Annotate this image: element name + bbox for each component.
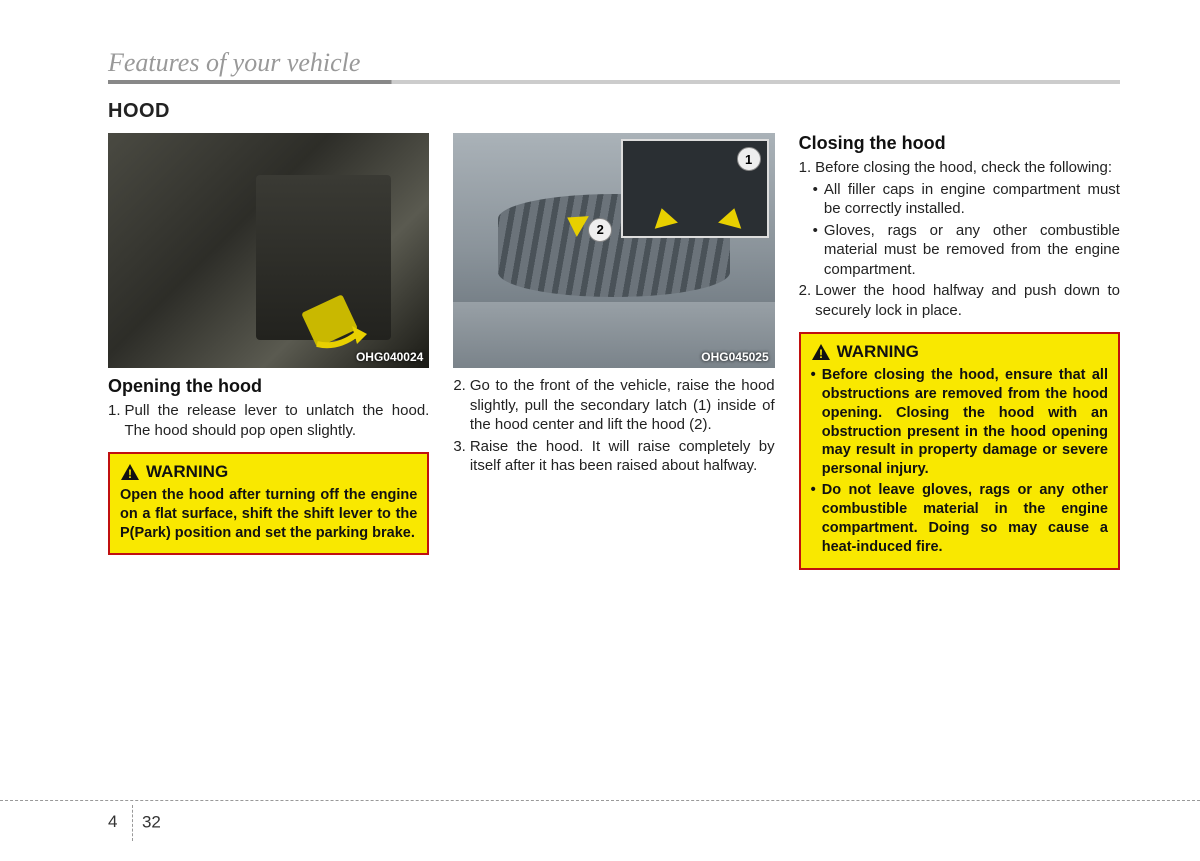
warning-body: • Before closing the hood, ensure that a… bbox=[811, 366, 1108, 556]
column-2: 2 1 OHG045025 2. Go to the front of the … bbox=[453, 133, 774, 570]
subheading-closing: Closing the hood bbox=[799, 133, 1120, 154]
bullet-text: Do not leave gloves, rags or any other c… bbox=[822, 481, 1108, 556]
warning-title-row: ! WARNING bbox=[811, 342, 1108, 362]
chapter-header: Features of your vehicle bbox=[108, 48, 1120, 78]
warning-title-row: ! WARNING bbox=[120, 462, 417, 482]
section-title: HOOD bbox=[108, 100, 1120, 123]
bullet: • bbox=[811, 366, 816, 479]
bullet: • bbox=[813, 180, 818, 219]
column-1: OHG040024 Opening the hood 1. Pull the r… bbox=[108, 133, 429, 570]
warning-title-text: WARNING bbox=[837, 342, 919, 362]
figure-hood-release-lever: OHG040024 bbox=[108, 133, 429, 368]
header-rule bbox=[108, 80, 1120, 84]
bullet-text: All filler caps in engine compartment mu… bbox=[824, 180, 1120, 219]
svg-text:!: ! bbox=[128, 467, 132, 481]
body-text: 1. Before closing the hood, check the fo… bbox=[799, 158, 1120, 320]
callout-circle-2: 2 bbox=[588, 218, 612, 242]
arrow-icon bbox=[312, 314, 372, 354]
footer-rule bbox=[0, 800, 1200, 801]
list-text: Go to the front of the vehicle, raise th… bbox=[470, 376, 775, 435]
warning-triangle-icon: ! bbox=[120, 463, 140, 481]
page-num-separator bbox=[132, 805, 133, 841]
bullet: • bbox=[813, 221, 818, 280]
bullet-text: Gloves, rags or any other combustible ma… bbox=[824, 221, 1120, 280]
svg-text:!: ! bbox=[819, 347, 823, 361]
warning-body: Open the hood after turning off the engi… bbox=[120, 486, 417, 543]
warning-box: ! WARNING • Before closing the hood, ens… bbox=[799, 332, 1120, 570]
warning-box: ! WARNING Open the hood after turning of… bbox=[108, 452, 429, 555]
list-text: Before closing the hood, check the follo… bbox=[815, 158, 1120, 178]
list-number: 1. bbox=[799, 158, 812, 178]
column-3: Closing the hood 1. Before closing the h… bbox=[799, 133, 1120, 570]
arrow-icon bbox=[718, 205, 746, 229]
chapter-number: 4 bbox=[108, 812, 117, 831]
callout-circle-1: 1 bbox=[737, 147, 761, 171]
content-columns: OHG040024 Opening the hood 1. Pull the r… bbox=[108, 133, 1120, 570]
figure-hood-front-latch: 2 1 OHG045025 bbox=[453, 133, 774, 368]
arrow-icon bbox=[650, 205, 678, 229]
subheading-opening: Opening the hood bbox=[108, 376, 429, 397]
figure-inset: 1 bbox=[621, 139, 769, 238]
bullet: • bbox=[811, 481, 816, 556]
list-text: Pull the release lever to unlatch the ho… bbox=[125, 401, 430, 440]
list-number: 1. bbox=[108, 401, 121, 440]
page-number: 4 32 bbox=[108, 805, 161, 841]
list-number: 3. bbox=[453, 437, 466, 476]
list-text: Raise the hood. It will raise completely… bbox=[470, 437, 775, 476]
body-text: 1. Pull the release lever to unlatch the… bbox=[108, 401, 429, 440]
body-text: 2. Go to the front of the vehicle, raise… bbox=[453, 376, 774, 476]
bullet-text: Before closing the hood, ensure that all… bbox=[822, 366, 1108, 479]
figure-label: OHG040024 bbox=[356, 350, 423, 364]
figure-label: OHG045025 bbox=[701, 350, 768, 364]
list-number: 2. bbox=[799, 281, 812, 320]
warning-title-text: WARNING bbox=[146, 462, 228, 482]
list-text: Lower the hood halfway and push down to … bbox=[815, 281, 1120, 320]
page-number-value: 32 bbox=[142, 812, 161, 831]
manual-page: Features of your vehicle HOOD OHG040024 … bbox=[0, 0, 1200, 570]
warning-triangle-icon: ! bbox=[811, 343, 831, 361]
list-number: 2. bbox=[453, 376, 466, 435]
